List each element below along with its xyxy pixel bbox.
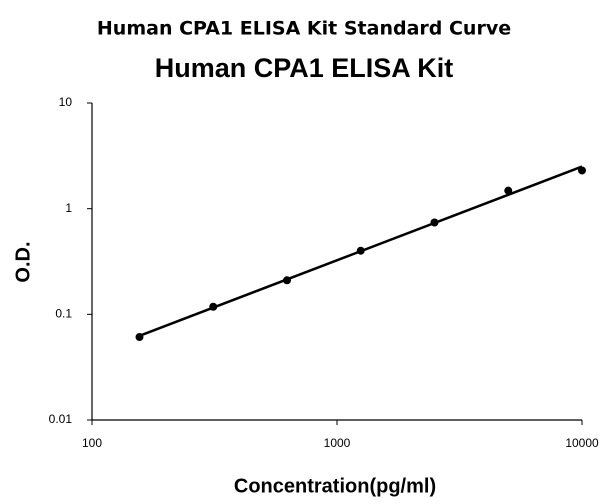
y-tick-label: 1 xyxy=(65,201,72,215)
data-point xyxy=(578,166,586,175)
y-axis-label: O.D. xyxy=(12,241,34,282)
x-tick-label: 1000 xyxy=(324,436,351,450)
y-tick-label: 10 xyxy=(59,95,73,109)
y-tick-label: 0.01 xyxy=(49,412,73,426)
data-point xyxy=(282,276,291,285)
y-tick-label: 0.1 xyxy=(55,307,72,321)
data-point xyxy=(504,186,513,195)
data-point xyxy=(430,218,439,227)
chart-title: Human CPA1 ELISA Kit Standard Curve xyxy=(97,18,511,40)
x-tick-label: 10000 xyxy=(565,436,599,450)
data-point xyxy=(209,302,218,311)
data-point xyxy=(135,333,144,342)
chart-subtitle: Human CPA1 ELISA Kit xyxy=(155,53,454,83)
data-point xyxy=(356,246,365,255)
x-tick-label: 100 xyxy=(82,436,102,450)
x-axis-label: Concentration(pg/ml) xyxy=(234,475,436,497)
